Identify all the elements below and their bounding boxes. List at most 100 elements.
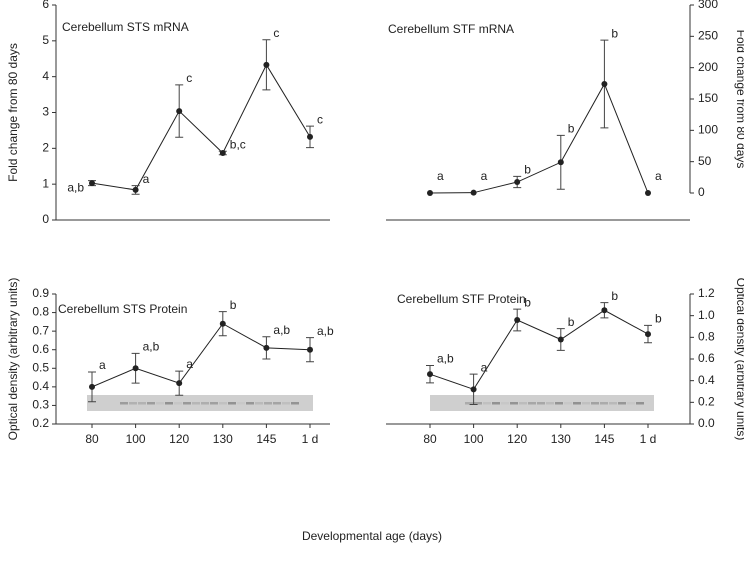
blot-band: [291, 402, 299, 405]
blot-band: [591, 402, 599, 405]
data-point: [601, 80, 608, 87]
y-tick-label: 50: [698, 154, 712, 168]
blot-band: [555, 402, 563, 405]
significance-label: b: [230, 298, 237, 312]
blot-band: [474, 402, 482, 405]
data-point: [514, 317, 521, 323]
significance-label: b: [568, 122, 575, 136]
panel-title: Cerebellum STS mRNA: [62, 20, 189, 34]
blot-band: [165, 402, 173, 405]
panel-title: Cerebellum STF Protein: [397, 292, 526, 306]
blot-band: [237, 402, 245, 405]
blot-band: [600, 402, 608, 405]
data-point: [601, 307, 608, 314]
y-tick-label: 3: [42, 105, 49, 119]
y-axis-label: Fold change from 80 days: [734, 30, 744, 169]
blot-band: [618, 402, 626, 405]
y-tick-label: 0.6: [698, 351, 715, 365]
significance-label: a: [481, 360, 488, 374]
blot-band: [528, 402, 536, 405]
y-tick-label: 300: [698, 0, 718, 11]
y-tick-label: 1.0: [698, 308, 715, 322]
y-tick-label: 0.2: [698, 395, 715, 409]
y-tick-label: 0.4: [698, 373, 715, 387]
series-line: [91, 323, 311, 388]
y-axis-label: Optical density (arbitrary units): [734, 278, 744, 441]
data-point: [427, 190, 433, 196]
data-point: [427, 371, 433, 378]
y-tick-label: 0.0: [698, 416, 715, 430]
significance-label: a,b: [437, 352, 454, 366]
y-tick-label: 0.9: [32, 286, 49, 300]
y-tick-label: 0.8: [698, 330, 715, 344]
data-point: [557, 159, 564, 166]
blot-band: [273, 402, 281, 405]
x-axis-label: Developmental age (days): [302, 529, 442, 543]
significance-label: a,b: [67, 180, 84, 194]
data-point: [89, 180, 95, 187]
significance-label: c: [186, 71, 192, 85]
data-point: [132, 365, 139, 372]
data-point: [645, 190, 651, 196]
blot-band: [192, 402, 200, 405]
series-line: [91, 63, 311, 191]
x-tick-label: 80: [423, 432, 437, 446]
blot-band: [120, 402, 128, 405]
blot-band: [537, 402, 545, 405]
blot-band: [264, 402, 272, 405]
x-tick-label: 145: [594, 432, 614, 446]
data-point: [263, 61, 270, 68]
series-line: [429, 309, 649, 390]
western-blot-strip: [87, 395, 313, 411]
y-tick-label: 150: [698, 91, 718, 105]
y-tick-label: 6: [42, 0, 49, 11]
blot-band: [627, 402, 635, 405]
significance-label: a: [99, 358, 106, 372]
significance-label: a: [437, 169, 444, 183]
x-tick-label: 80: [85, 432, 99, 446]
blot-band: [174, 402, 182, 405]
x-tick-label: 1 d: [640, 432, 657, 446]
y-tick-label: 0.8: [32, 305, 49, 319]
y-tick-label: 0.7: [32, 323, 49, 337]
significance-label: b: [611, 289, 618, 303]
blot-band: [228, 402, 236, 405]
blot-band: [219, 402, 227, 405]
blot-band: [519, 402, 527, 405]
blot-band: [582, 402, 590, 405]
blot-band: [147, 402, 155, 405]
blot-band: [255, 402, 263, 405]
blot-band: [465, 402, 473, 405]
significance-label: b: [568, 315, 575, 329]
y-tick-label: 100: [698, 123, 718, 137]
data-point: [176, 108, 183, 115]
blot-band: [246, 402, 254, 405]
blot-band: [183, 402, 191, 405]
blot-band: [282, 402, 290, 405]
data-point: [470, 386, 477, 393]
blot-band: [492, 402, 500, 405]
data-point: [132, 186, 139, 193]
blot-band: [546, 402, 554, 405]
y-tick-label: 4: [42, 69, 49, 83]
blot-band: [210, 402, 218, 405]
significance-label: b: [524, 295, 531, 309]
y-tick-label: 1.2: [698, 286, 715, 300]
significance-label: b,c: [230, 137, 246, 151]
y-tick-label: 1: [42, 176, 49, 190]
significance-label: b: [524, 163, 531, 177]
data-point: [89, 383, 95, 390]
y-tick-label: 200: [698, 60, 718, 74]
significance-label: a: [481, 169, 488, 183]
significance-label: a,b: [273, 323, 290, 337]
x-tick-label: 145: [256, 432, 276, 446]
x-tick-label: 130: [213, 432, 233, 446]
x-tick-label: 120: [507, 432, 527, 446]
x-tick-label: 100: [464, 432, 484, 446]
data-point: [514, 179, 521, 186]
blot-band: [129, 402, 137, 405]
panel-title: Cerebellum STS Protein: [58, 302, 187, 316]
data-point: [307, 346, 313, 353]
blot-band: [138, 402, 146, 405]
